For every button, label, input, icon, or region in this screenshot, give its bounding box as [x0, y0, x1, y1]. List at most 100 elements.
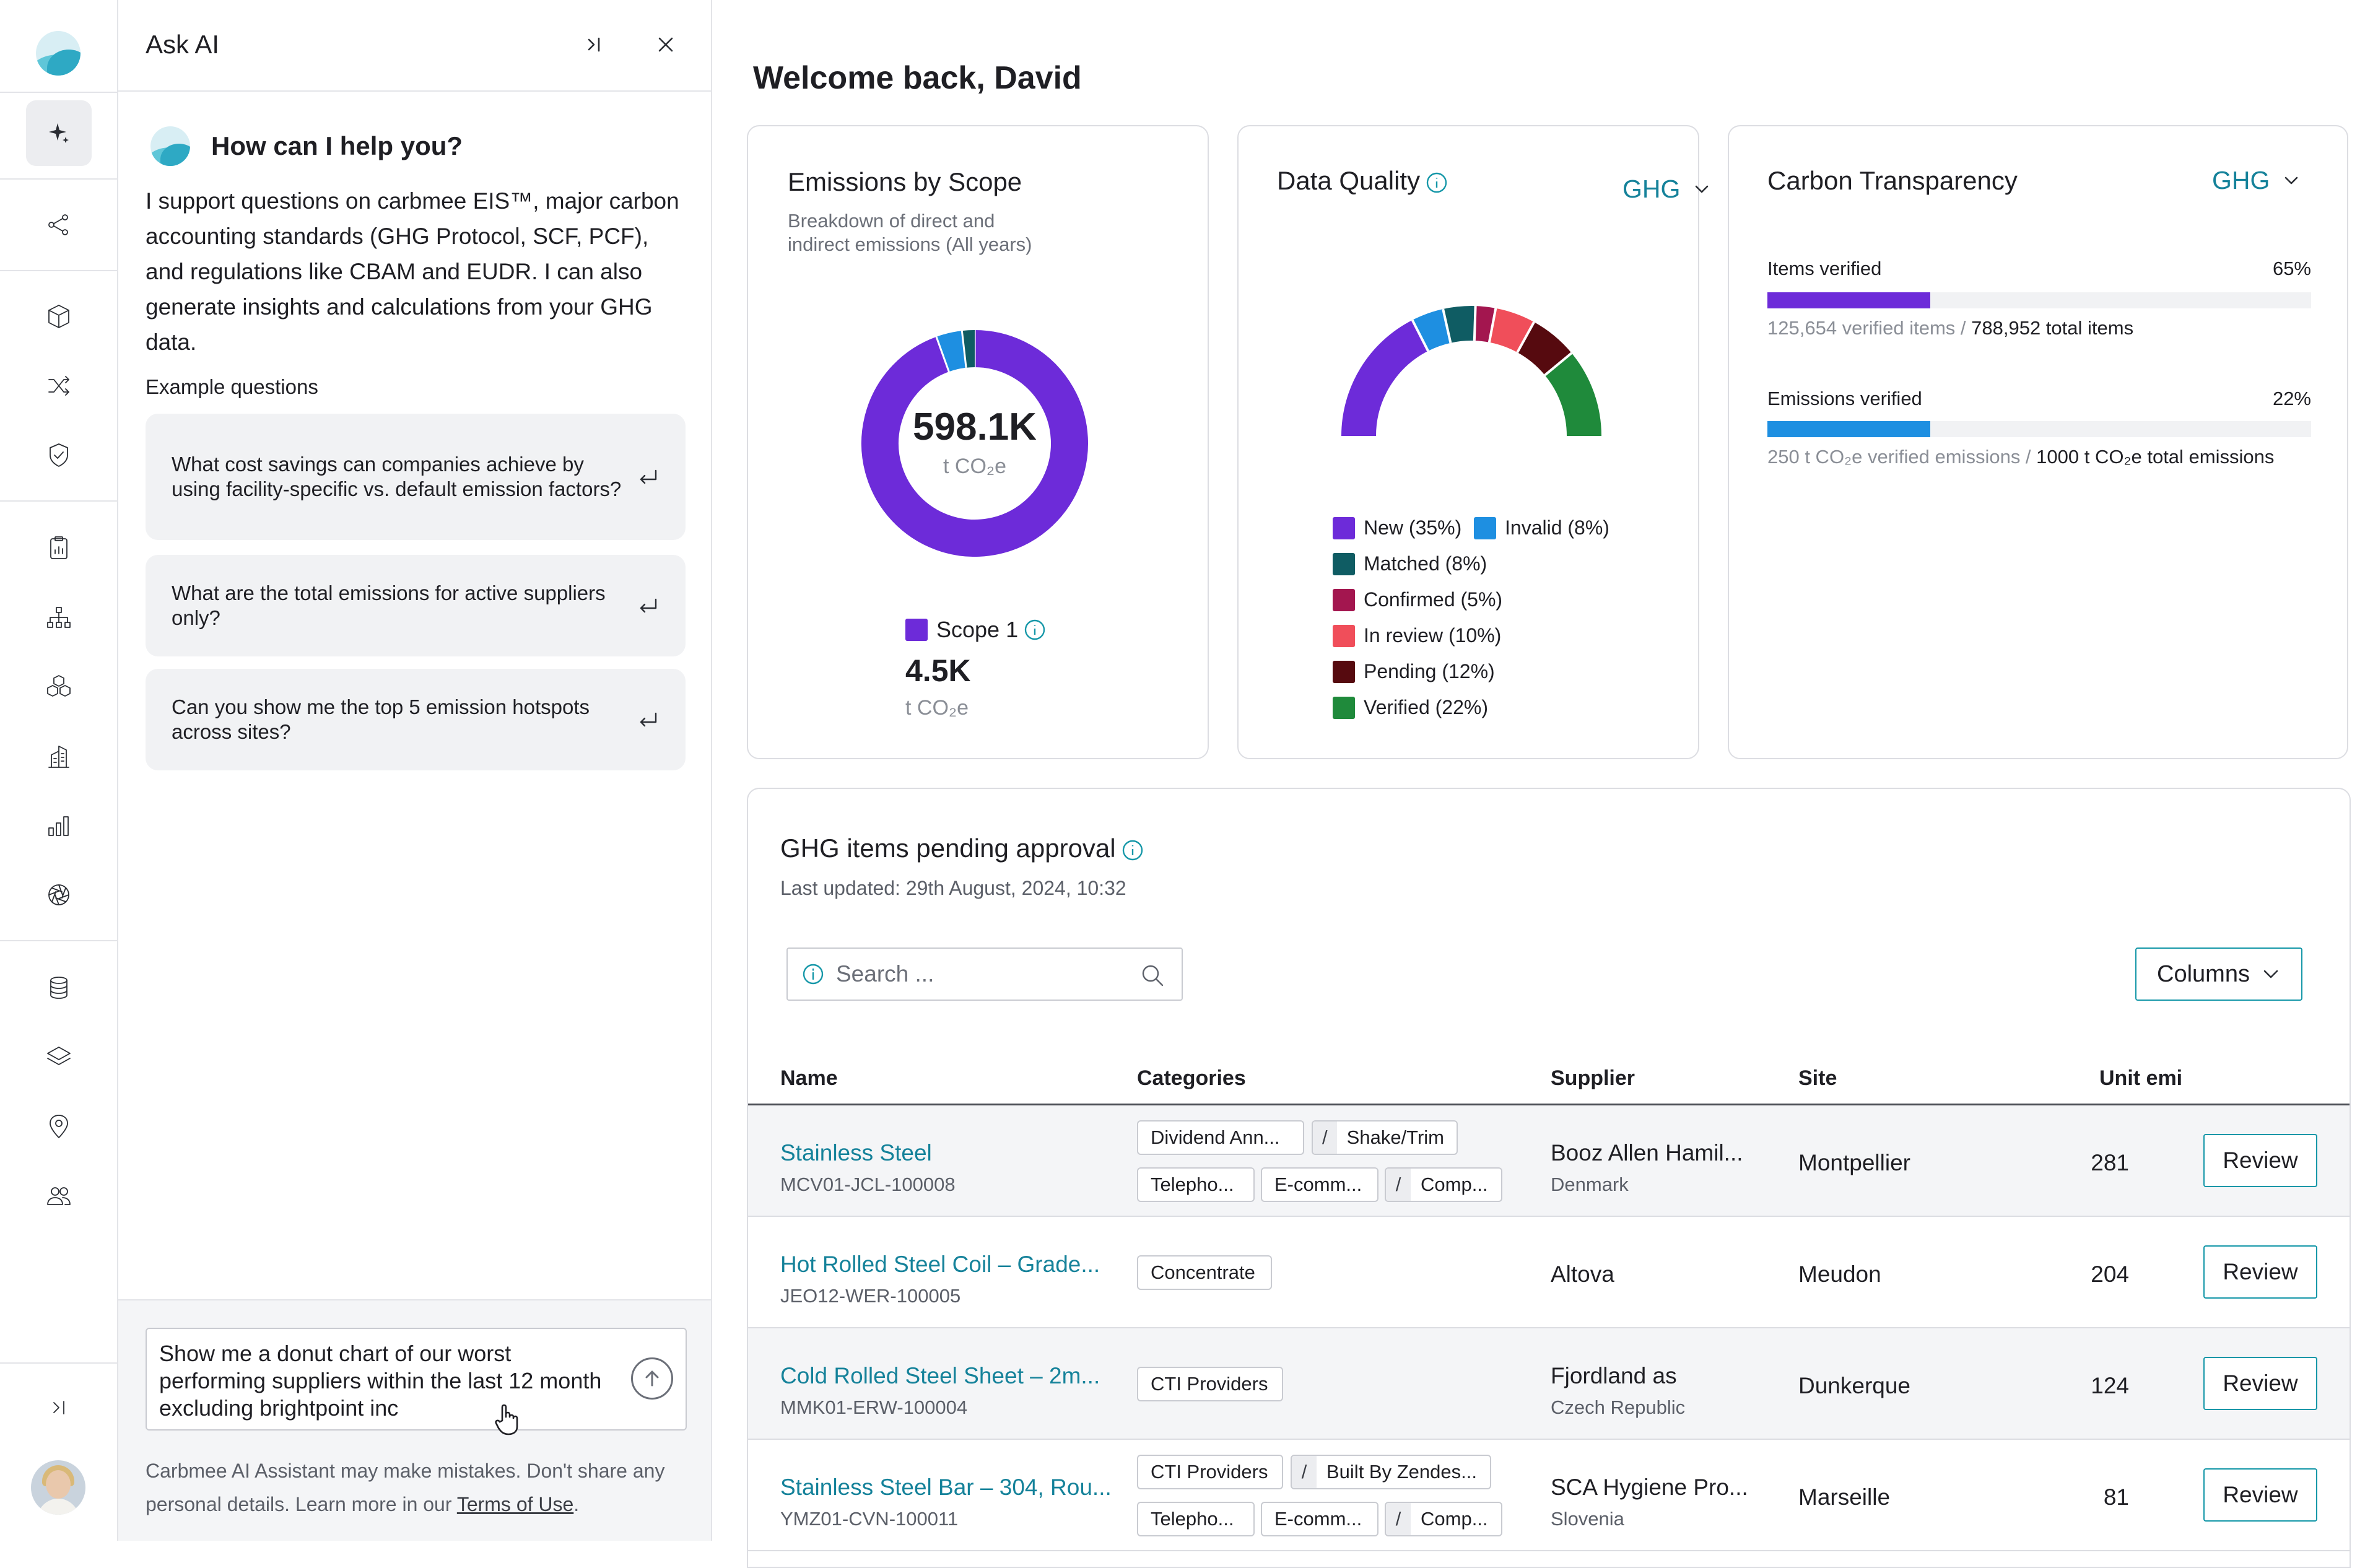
buildings-icon[interactable]: [26, 723, 92, 789]
bar-chart-icon[interactable]: [26, 793, 92, 858]
columns-button[interactable]: Columns: [2135, 947, 2302, 1001]
box-icon[interactable]: [26, 284, 92, 349]
supplier-name: Altova: [1551, 1261, 1614, 1287]
example-question-text: What cost savings can companies achieve …: [172, 453, 622, 500]
legend-item: Pending (12%): [1333, 660, 1495, 683]
columns-label: Columns: [2157, 960, 2250, 987]
supplier-country: Czech Republic: [1551, 1396, 1686, 1418]
review-button[interactable]: Review: [2203, 1134, 2317, 1187]
close-icon[interactable]: [650, 28, 682, 61]
chip-label: Shake/Trim: [1346, 1126, 1444, 1148]
slice-separator: [935, 336, 950, 372]
enter-icon: [636, 593, 661, 618]
category-chip: E-comm...: [1261, 1502, 1378, 1536]
review-button[interactable]: Review: [2203, 1468, 2317, 1522]
items-verified-mid: verified items /: [1837, 317, 1972, 339]
column-header-unit-emissions[interactable]: Unit emi: [2099, 1066, 2183, 1090]
item-id: MMK01-ERW-100004: [780, 1396, 968, 1418]
category-chip: E-comm...: [1261, 1167, 1378, 1202]
donut-slice-scope-2[interactable]: [936, 331, 967, 372]
table-row[interactable]: Stainless Steel MCV01-JCL-100008 Dividen…: [748, 1105, 2350, 1217]
users-icon[interactable]: [26, 1163, 92, 1229]
rail-divider: [0, 1362, 117, 1364]
gauge-segment-6[interactable]: [1544, 353, 1601, 437]
info-icon[interactable]: [1121, 838, 1144, 862]
example-question[interactable]: What cost savings can companies achieve …: [146, 414, 686, 540]
legend-swatch: [1333, 552, 1355, 575]
chevron-down-icon: [2285, 176, 2298, 184]
legend-item: Verified (22%): [1333, 696, 1488, 719]
gauge-segment-1[interactable]: [1412, 309, 1452, 352]
layers-icon[interactable]: [26, 1024, 92, 1090]
legend-item: Invalid (8%): [1474, 516, 1609, 539]
info-icon[interactable]: [1425, 171, 1448, 194]
terms-of-use-link[interactable]: Terms of Use: [456, 1493, 574, 1515]
info-icon[interactable]: [1023, 618, 1047, 642]
ai-prompt-input[interactable]: Show me a donut chart of our worst perfo…: [146, 1328, 687, 1431]
example-question[interactable]: What are the total emissions for active …: [146, 555, 686, 656]
search-icon[interactable]: [1139, 962, 1165, 988]
emissions-verified-amount: 250 t CO₂e verified emissions /: [1767, 446, 2037, 468]
table-row[interactable]: Stainless Steel Bar – 304, Rou... YMZ01-…: [748, 1440, 2350, 1551]
item-name-link[interactable]: Cold Rolled Steel Sheet – 2m...: [780, 1363, 1100, 1388]
ai-intro-text: I support questions on carbmee EIS™, maj…: [146, 188, 679, 355]
review-button[interactable]: Review: [2203, 1245, 2317, 1299]
rail-ask-ai-sparkle-icon[interactable]: [26, 100, 92, 166]
segment-separator: [1516, 321, 1535, 354]
collapse-panel-icon[interactable]: [578, 28, 610, 61]
transparency-ghg-dropdown[interactable]: GHG: [2212, 166, 2302, 195]
hierarchy-icon[interactable]: [26, 585, 92, 650]
review-button[interactable]: Review: [2203, 1357, 2317, 1410]
data-quality-ghg-dropdown[interactable]: GHG: [1622, 175, 1712, 204]
dropdown-value: GHG: [1622, 175, 1681, 203]
legend-item: Matched (8%): [1333, 552, 1487, 575]
item-id: MCV01-JCL-100008: [780, 1174, 956, 1195]
shield-icon[interactable]: [26, 422, 92, 488]
aperture-icon[interactable]: [26, 862, 92, 928]
column-header-categories[interactable]: Categories: [1137, 1066, 1246, 1090]
legend-swatch: [1474, 516, 1496, 539]
nav-rail: [0, 0, 118, 1541]
donut-center-unit: t CO₂e: [943, 455, 1006, 478]
ai-prompt-value: Show me a donut chart of our worst perfo…: [159, 1341, 602, 1421]
category-chip: Concentrate: [1137, 1255, 1272, 1290]
items-total-count: 788,952: [1971, 317, 2041, 339]
category-chip: CTI Providers: [1137, 1367, 1283, 1401]
table-row[interactable]: Cold Rolled Steel Sheet – 2m... MMK01-ER…: [748, 1328, 2350, 1440]
shuffle-icon[interactable]: [26, 353, 92, 419]
cubes-icon[interactable]: [26, 654, 92, 720]
gauge-segment-3[interactable]: [1474, 306, 1496, 342]
expand-sidebar-icon[interactable]: [26, 1375, 92, 1440]
column-header-name[interactable]: Name: [780, 1066, 838, 1090]
legend-label: Confirmed (5%): [1364, 588, 1503, 611]
clipboard-icon[interactable]: [26, 515, 92, 581]
example-question-text: What are the total emissions for active …: [172, 581, 606, 629]
gauge-segment-5[interactable]: [1517, 321, 1572, 376]
ask-ai-header: Ask AI: [118, 0, 711, 92]
item-name-link[interactable]: Hot Rolled Steel Coil – Grade...: [780, 1252, 1100, 1277]
carbmee-logo-icon[interactable]: [36, 31, 81, 76]
legend-swatch: [1333, 516, 1355, 539]
database-icon[interactable]: [26, 955, 92, 1021]
column-header-site[interactable]: Site: [1798, 1066, 1837, 1090]
donut-slice-scope-1[interactable]: [861, 330, 1088, 557]
item-name-link[interactable]: Stainless Steel: [780, 1140, 932, 1165]
user-avatar[interactable]: [31, 1460, 85, 1515]
table-row[interactable]: Hot Rolled Steel Coil – Grade... JEO12-W…: [748, 1217, 2350, 1328]
example-question-text: Can you show me the top 5 emission hotsp…: [172, 695, 590, 743]
gauge-segment-0[interactable]: [1341, 320, 1429, 437]
share-icon[interactable]: [26, 192, 92, 258]
gauge-segment-4[interactable]: [1489, 308, 1535, 353]
info-icon: [803, 964, 824, 985]
chip-label: Built By Zendes...: [1326, 1461, 1477, 1483]
example-question[interactable]: Can you show me the top 5 emission hotsp…: [146, 669, 686, 770]
emissions-verified-bar: [1767, 421, 2311, 437]
search-input[interactable]: Search ...: [786, 947, 1183, 1001]
column-header-supplier[interactable]: Supplier: [1551, 1066, 1635, 1090]
category-chip: CTI Providers: [1137, 1455, 1283, 1489]
send-arrow-icon[interactable]: [631, 1357, 673, 1400]
disclaimer-text: Carbmee AI Assistant may make mistakes. …: [146, 1460, 665, 1515]
gauge-segment-2[interactable]: [1443, 306, 1476, 343]
location-pin-icon[interactable]: [26, 1094, 92, 1159]
item-name-link[interactable]: Stainless Steel Bar – 304, Rou...: [780, 1474, 1112, 1500]
